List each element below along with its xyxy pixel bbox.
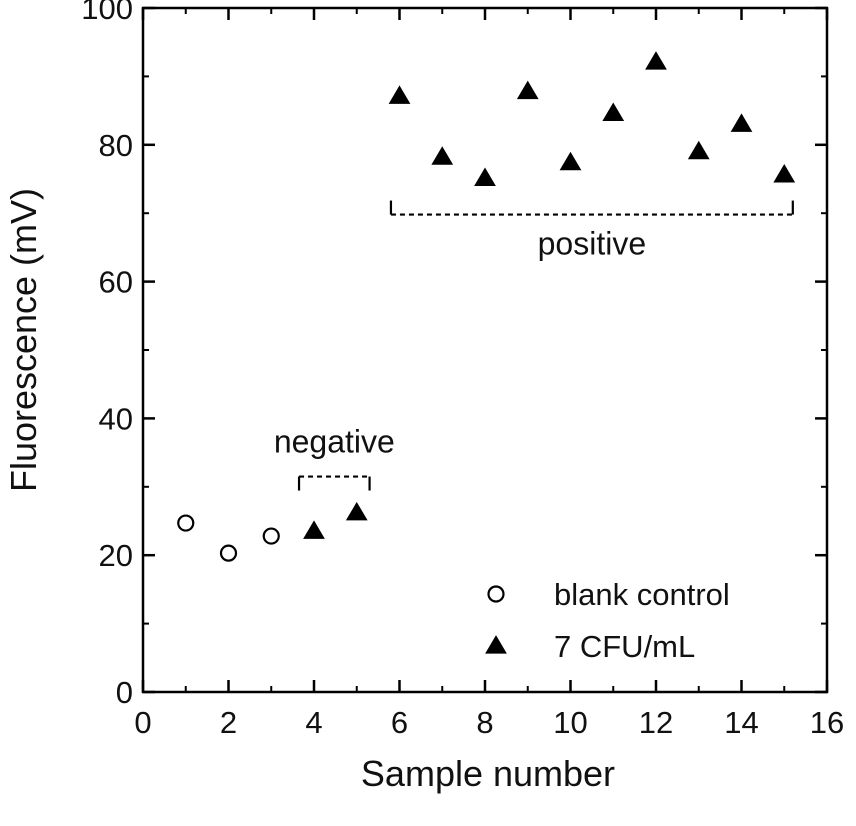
annotations: negative positive bbox=[274, 200, 794, 491]
y-tick-label: 80 bbox=[99, 128, 133, 163]
x-tick-label: 12 bbox=[639, 705, 673, 740]
legend-label: 7 CFU/mL bbox=[554, 629, 695, 664]
cfu-point bbox=[645, 51, 667, 70]
cfu-point bbox=[474, 167, 496, 186]
x-axis-title: Sample number bbox=[361, 753, 615, 794]
cfu-point bbox=[345, 501, 368, 521]
axes: 0 2 4 6 8 10 12 14 16 0 20 40 60 80 100 bbox=[81, 0, 844, 740]
legend-marker-cfu bbox=[485, 635, 507, 654]
y-tick-label: 60 bbox=[99, 265, 133, 300]
cfu-point bbox=[303, 520, 325, 539]
blank-control-point bbox=[262, 527, 280, 545]
x-tick-label: 6 bbox=[391, 705, 408, 740]
x-tick-label: 0 bbox=[134, 705, 151, 740]
x-tick-label: 4 bbox=[305, 705, 322, 740]
x-tick-label: 16 bbox=[810, 705, 844, 740]
y-tick-label: 40 bbox=[99, 401, 133, 436]
legend-marker-blank-control bbox=[487, 585, 505, 603]
legend: blank control 7 CFU/mL bbox=[485, 577, 730, 664]
y-axis-title: Fluorescence (mV) bbox=[3, 188, 44, 492]
legend-label: blank control bbox=[554, 577, 730, 612]
cfu-point bbox=[559, 151, 582, 171]
cfu-point bbox=[431, 146, 454, 165]
y-tick-label: 20 bbox=[99, 538, 133, 573]
cfu-point bbox=[773, 164, 796, 183]
cfu-point bbox=[388, 85, 411, 104]
x-tick-label: 14 bbox=[724, 705, 758, 740]
negative-label: negative bbox=[274, 424, 395, 460]
data-points bbox=[177, 51, 796, 562]
x-tick-label: 2 bbox=[220, 705, 237, 740]
cfu-point bbox=[730, 113, 753, 132]
cfu-point bbox=[516, 80, 539, 100]
cfu-point bbox=[602, 102, 625, 121]
blank-control-point bbox=[219, 544, 238, 562]
blank-control-point bbox=[177, 514, 195, 532]
positive-label: positive bbox=[538, 226, 647, 262]
cfu-point bbox=[687, 140, 710, 160]
x-tick-label: 10 bbox=[553, 705, 587, 740]
x-tick-label: 8 bbox=[476, 705, 493, 740]
y-tick-label: 0 bbox=[116, 675, 133, 710]
y-tick-label: 100 bbox=[81, 0, 133, 26]
